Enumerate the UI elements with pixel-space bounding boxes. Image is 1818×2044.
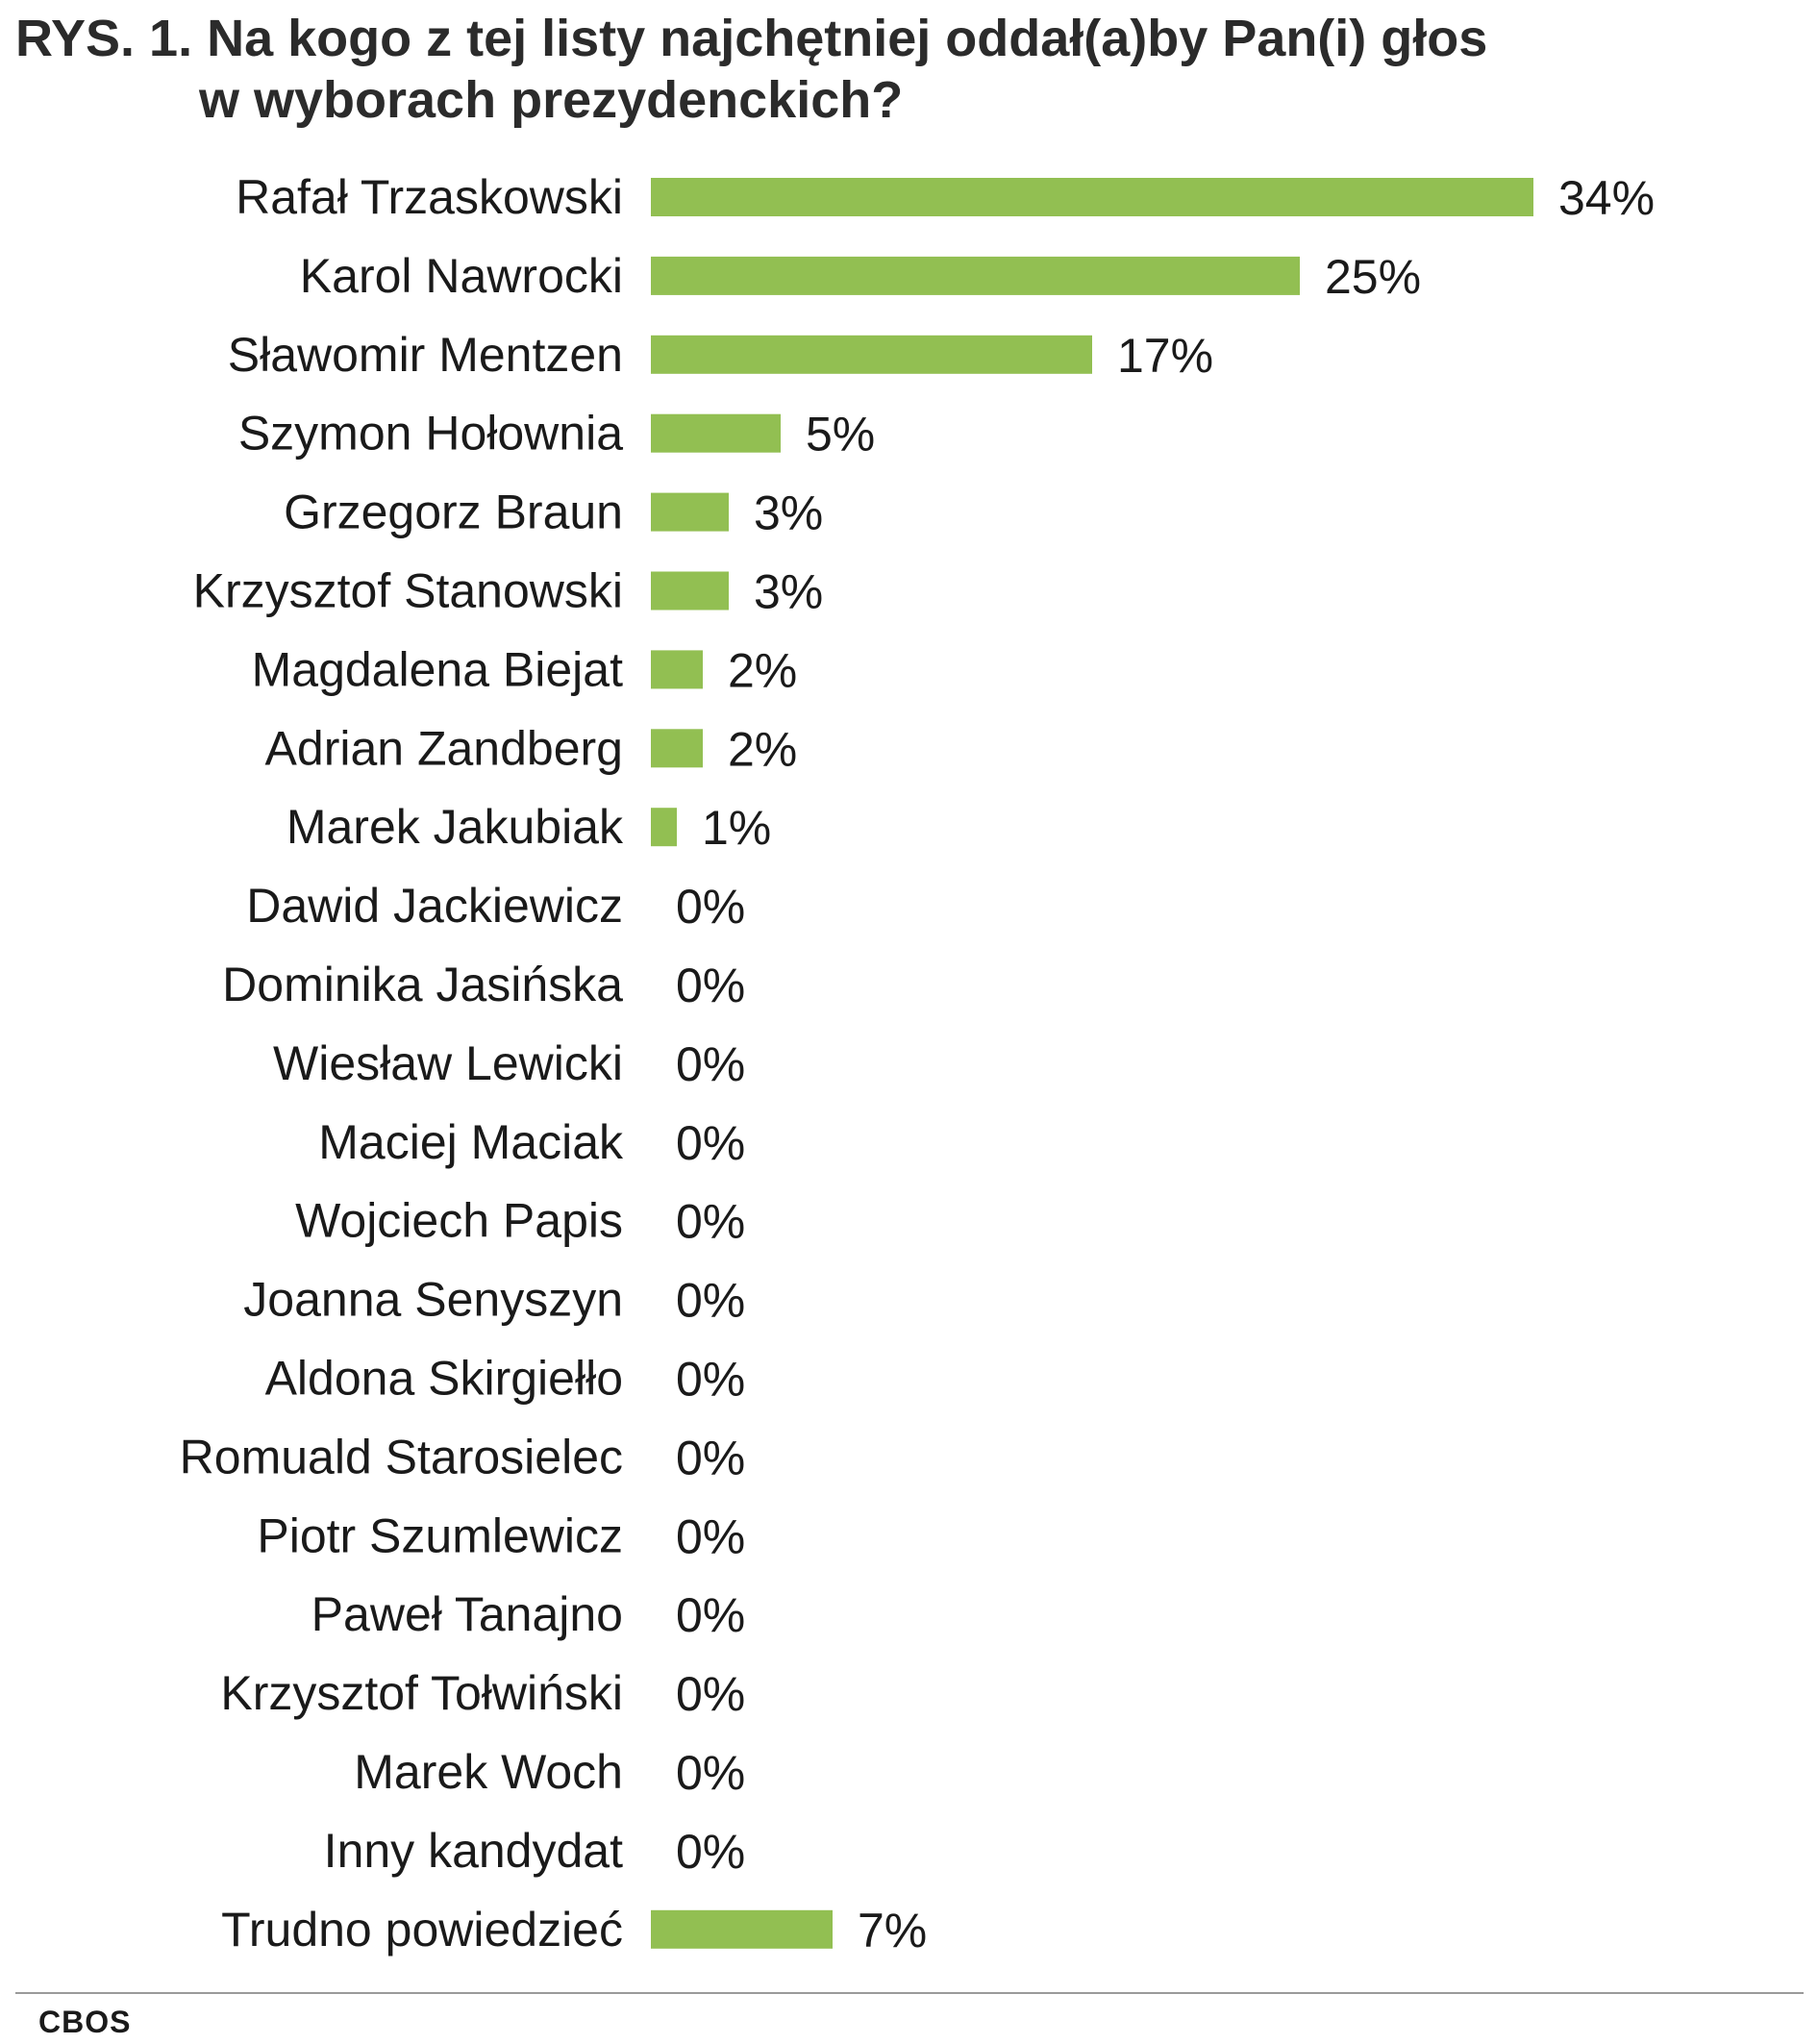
bar	[651, 178, 1533, 216]
category-label: Grzegorz Braun	[284, 486, 623, 539]
value-label: 0%	[676, 880, 745, 934]
category-label: Szymon Hołownia	[238, 407, 623, 461]
category-label: Paweł Tanajno	[311, 1587, 623, 1641]
bar	[651, 650, 703, 689]
chart-title-line1: RYS. 1. Na kogo z tej listy najchętniej …	[15, 10, 1488, 67]
bar	[651, 1909, 833, 1949]
value-label: 0%	[676, 1588, 745, 1642]
category-label: Krzysztof Tołwiński	[220, 1666, 623, 1720]
category-label: Rafał Trzaskowski	[236, 170, 623, 224]
chart-title: RYS. 1. Na kogo z tej listy najchętniej …	[15, 8, 1554, 131]
footer-divider	[15, 1992, 1804, 1994]
value-label: 17%	[1117, 329, 1213, 383]
category-label: Wiesław Lewicki	[273, 1036, 623, 1090]
category-label: Adrian Zandberg	[265, 721, 623, 775]
category-label: Piotr Szumlewicz	[257, 1508, 623, 1562]
category-label: Dominika Jasińska	[222, 958, 623, 1011]
bar	[651, 413, 781, 453]
chart-title-line2: w wyborach prezydenckich?	[199, 71, 904, 129]
category-label: Inny kandydat	[324, 1824, 623, 1878]
value-label: 0%	[676, 1667, 745, 1721]
value-label: 0%	[676, 1431, 745, 1484]
value-label: 0%	[676, 959, 745, 1012]
category-label: Maciej Maciak	[318, 1115, 624, 1169]
value-label: 0%	[676, 1037, 745, 1091]
category-label: Joanna Senyszyn	[243, 1273, 623, 1327]
value-label: 0%	[676, 1509, 745, 1563]
bar	[651, 571, 729, 611]
bar	[651, 256, 1300, 295]
category-label: Romuald Starosielec	[180, 1430, 623, 1483]
category-label: Dawid Jackiewicz	[246, 879, 623, 933]
value-label: 0%	[676, 1353, 745, 1407]
value-label: 34%	[1558, 171, 1655, 225]
category-label: Marek Jakubiak	[286, 800, 624, 854]
category-label: Sławomir Mentzen	[228, 328, 623, 382]
category-label: Wojciech Papis	[295, 1194, 623, 1248]
value-label: 7%	[858, 1904, 927, 1957]
source-label: CBOS	[38, 2005, 132, 2039]
bar	[651, 808, 677, 847]
bar-chart: Rafał Trzaskowski 34% Karol Nawrocki 25% Sła…	[180, 170, 1655, 1957]
bar	[651, 729, 703, 768]
bar	[651, 335, 1092, 374]
value-label: 0%	[676, 1195, 745, 1249]
value-label: 0%	[676, 1825, 745, 1879]
category-label: Trudno powiedzieć	[221, 1903, 623, 1957]
value-label: 2%	[728, 722, 797, 776]
value-label: 0%	[676, 1746, 745, 1800]
category-label: Aldona Skirgiełło	[265, 1352, 623, 1406]
value-label: 0%	[676, 1274, 745, 1328]
bar	[651, 492, 729, 532]
value-label: 3%	[754, 565, 823, 619]
bars-layer: Rafał Trzaskowski 34% Karol Nawrocki 25% Sła…	[180, 170, 1655, 1957]
value-label: 25%	[1325, 250, 1421, 304]
category-label: Krzysztof Stanowski	[193, 564, 623, 618]
value-label: 1%	[702, 801, 771, 855]
category-label: Karol Nawrocki	[300, 249, 623, 303]
value-label: 5%	[806, 408, 875, 461]
value-label: 2%	[728, 643, 797, 697]
category-label: Marek Woch	[354, 1745, 623, 1799]
value-label: 3%	[754, 486, 823, 540]
value-label: 0%	[676, 1116, 745, 1170]
category-label: Magdalena Biejat	[252, 642, 623, 696]
